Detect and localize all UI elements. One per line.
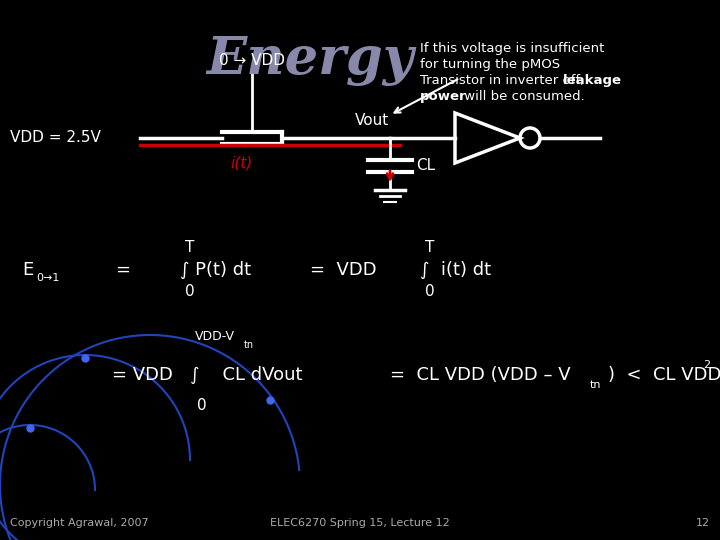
Text: Vout: Vout <box>355 113 390 128</box>
Text: 0: 0 <box>425 285 435 300</box>
Text: ELEC6270 Spring 15, Lecture 12: ELEC6270 Spring 15, Lecture 12 <box>270 518 450 528</box>
Text: 12: 12 <box>696 518 710 528</box>
Text: If this voltage is insufficient: If this voltage is insufficient <box>420 42 604 55</box>
Text: VDD = 2.5V: VDD = 2.5V <box>10 131 101 145</box>
Text: i(t): i(t) <box>230 155 252 170</box>
Text: CL: CL <box>416 158 435 172</box>
Text: ∫  i(t) dt: ∫ i(t) dt <box>420 261 491 279</box>
Text: ∫ P(t) dt: ∫ P(t) dt <box>180 261 251 279</box>
Text: will be consumed.: will be consumed. <box>460 90 585 103</box>
Text: Copyright Agrawal, 2007: Copyright Agrawal, 2007 <box>10 518 148 528</box>
Text: leakage: leakage <box>563 74 622 87</box>
Text: 0: 0 <box>185 285 194 300</box>
Text: T: T <box>425 240 434 255</box>
Text: tn: tn <box>244 340 254 350</box>
Text: E: E <box>22 261 33 279</box>
Text: 0→1: 0→1 <box>36 273 59 283</box>
Text: = VDD   ∫    CL dVout: = VDD ∫ CL dVout <box>112 366 302 384</box>
Text: VDD-V: VDD-V <box>195 330 235 343</box>
Text: =: = <box>115 261 130 279</box>
Text: 2: 2 <box>703 360 710 370</box>
Text: tn: tn <box>590 380 601 390</box>
Text: 0: 0 <box>197 397 207 413</box>
Text: 0 → VDD: 0 → VDD <box>219 53 285 68</box>
Text: T: T <box>185 240 194 255</box>
Text: =  VDD: = VDD <box>310 261 377 279</box>
Text: power: power <box>420 90 467 103</box>
Text: Energy: Energy <box>207 35 414 86</box>
Text: Transistor in inverter off,: Transistor in inverter off, <box>420 74 588 87</box>
Text: for turning the pMOS: for turning the pMOS <box>420 58 560 71</box>
Text: =  CL VDD (VDD – V: = CL VDD (VDD – V <box>390 366 571 384</box>
Text: )  <  CL VDD: ) < CL VDD <box>608 366 720 384</box>
